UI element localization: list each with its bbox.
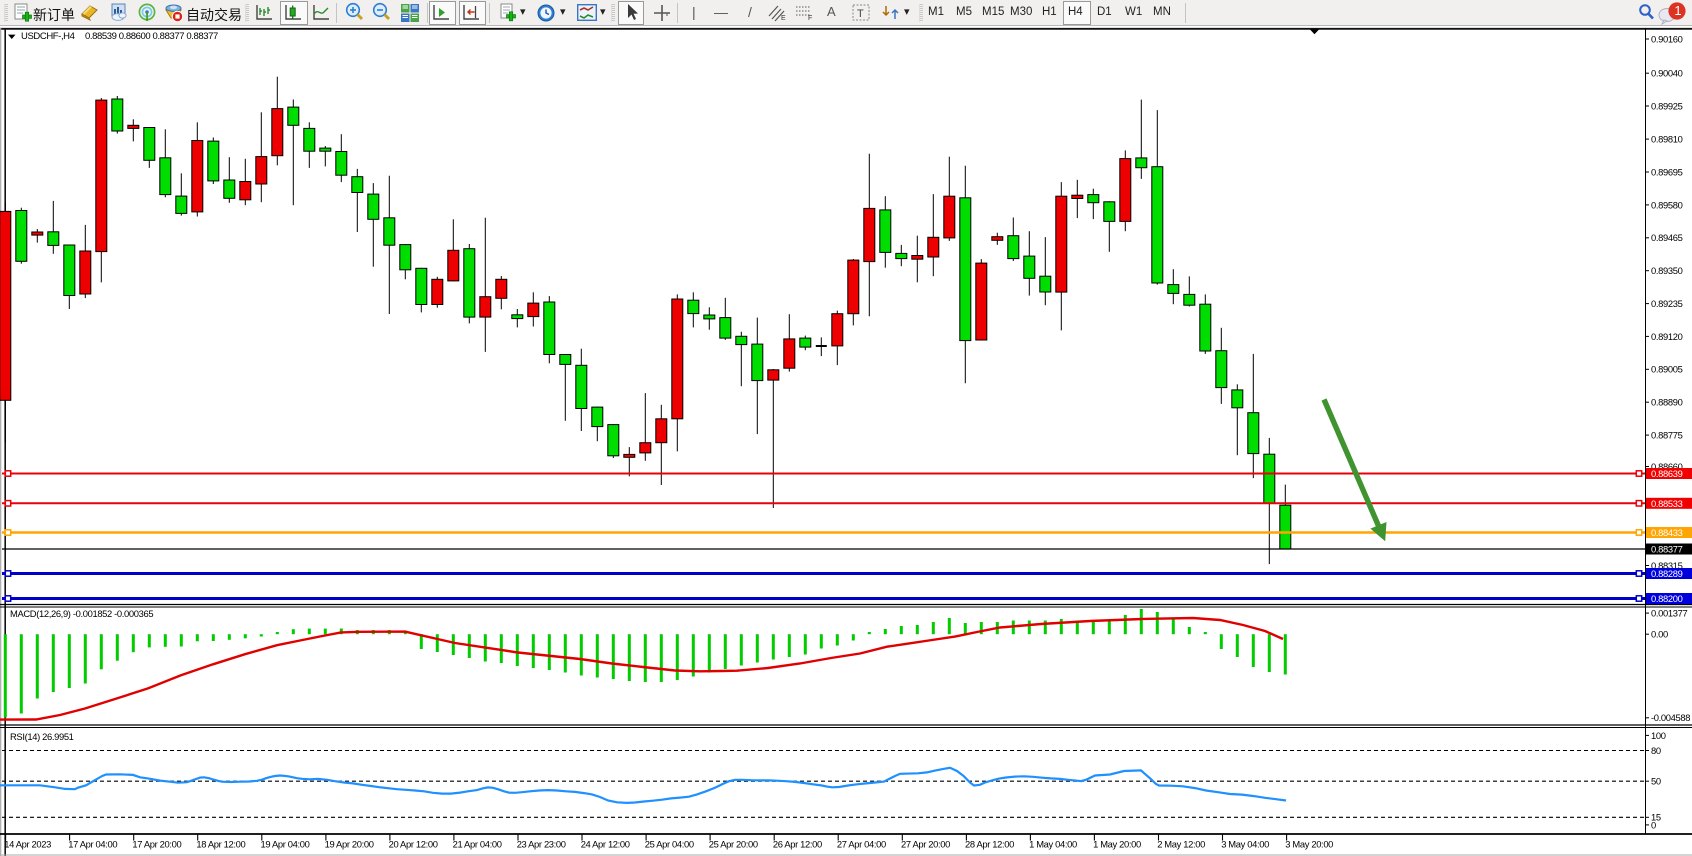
svg-text:27 Apr 04:00: 27 Apr 04:00: [837, 839, 886, 850]
svg-text:0.89120: 0.89120: [1651, 331, 1683, 342]
svg-text:0.88660: 0.88660: [1651, 461, 1683, 472]
svg-text:21 Apr 04:00: 21 Apr 04:00: [453, 839, 502, 850]
svg-text:3 May 04:00: 3 May 04:00: [1221, 839, 1269, 850]
svg-text:0.88639: 0.88639: [1651, 468, 1683, 479]
svg-text:19 Apr 20:00: 19 Apr 20:00: [325, 839, 374, 850]
svg-text:3 May 20:00: 3 May 20:00: [1285, 839, 1333, 850]
svg-text:0.88377: 0.88377: [1651, 544, 1683, 555]
svg-text:0.89235: 0.89235: [1651, 298, 1683, 309]
svg-text:17 Apr 04:00: 17 Apr 04:00: [68, 839, 117, 850]
svg-text:15: 15: [1651, 812, 1661, 823]
svg-text:-0.004588: -0.004588: [1651, 712, 1690, 723]
svg-text:0.88315: 0.88315: [1651, 560, 1683, 571]
svg-text:14 Apr 2023: 14 Apr 2023: [4, 839, 51, 850]
svg-text:0.89695: 0.89695: [1651, 166, 1683, 177]
svg-text:0.89580: 0.89580: [1651, 199, 1683, 210]
svg-text:25 Apr 04:00: 25 Apr 04:00: [645, 839, 694, 850]
svg-text:0.88890: 0.88890: [1651, 397, 1683, 408]
svg-text:0.88289: 0.88289: [1651, 568, 1683, 579]
svg-text:0.88539 0.88600 0.88377 0.8837: 0.88539 0.88600 0.88377 0.88377: [85, 31, 218, 42]
svg-text:0.90160: 0.90160: [1651, 33, 1683, 44]
svg-text:100: 100: [1651, 730, 1666, 741]
svg-text:0.00: 0.00: [1651, 629, 1668, 640]
svg-text:1 May 20:00: 1 May 20:00: [1093, 839, 1141, 850]
svg-text:0.89810: 0.89810: [1651, 134, 1683, 145]
svg-text:E: E: [781, 15, 786, 22]
svg-text:23 Apr 23:00: 23 Apr 23:00: [517, 839, 566, 850]
svg-text:USDCHF-,H4: USDCHF-,H4: [21, 31, 75, 42]
svg-text:24 Apr 12:00: 24 Apr 12:00: [581, 839, 630, 850]
svg-text:27 Apr 20:00: 27 Apr 20:00: [901, 839, 950, 850]
svg-text:28 Apr 12:00: 28 Apr 12:00: [965, 839, 1014, 850]
svg-text:RSI(14) 26.9951: RSI(14) 26.9951: [10, 731, 74, 742]
svg-text:2 May 12:00: 2 May 12:00: [1157, 839, 1205, 850]
svg-text:0.88200: 0.88200: [1651, 593, 1683, 604]
svg-text:0.89925: 0.89925: [1651, 100, 1683, 111]
svg-text:18 Apr 12:00: 18 Apr 12:00: [196, 839, 245, 850]
svg-text:F: F: [808, 15, 812, 22]
svg-text:0.88775: 0.88775: [1651, 430, 1683, 441]
svg-text:80: 80: [1651, 745, 1661, 756]
svg-text:0.89350: 0.89350: [1651, 265, 1683, 276]
svg-text:MACD(12,26,9) -0.001852 -0.000: MACD(12,26,9) -0.001852 -0.000365: [10, 608, 153, 619]
svg-text:0.89005: 0.89005: [1651, 364, 1683, 375]
svg-text:0.88433: 0.88433: [1651, 527, 1683, 538]
svg-text:0: 0: [1651, 819, 1656, 830]
svg-text:20 Apr 12:00: 20 Apr 12:00: [389, 839, 438, 850]
svg-text:19 Apr 04:00: 19 Apr 04:00: [261, 839, 310, 850]
svg-text:0.89465: 0.89465: [1651, 232, 1683, 243]
svg-text:17 Apr 20:00: 17 Apr 20:00: [132, 839, 181, 850]
svg-text:0.90040: 0.90040: [1651, 68, 1683, 79]
svg-text:1 May 04:00: 1 May 04:00: [1029, 839, 1077, 850]
svg-text:T: T: [857, 8, 864, 20]
svg-text:26 Apr 12:00: 26 Apr 12:00: [773, 839, 822, 850]
svg-text:1: 1: [1674, 3, 1681, 18]
svg-text:25 Apr 20:00: 25 Apr 20:00: [709, 839, 758, 850]
svg-text:50: 50: [1651, 776, 1661, 787]
svg-text:0.88533: 0.88533: [1651, 498, 1683, 509]
svg-text:0.001377: 0.001377: [1651, 608, 1687, 619]
